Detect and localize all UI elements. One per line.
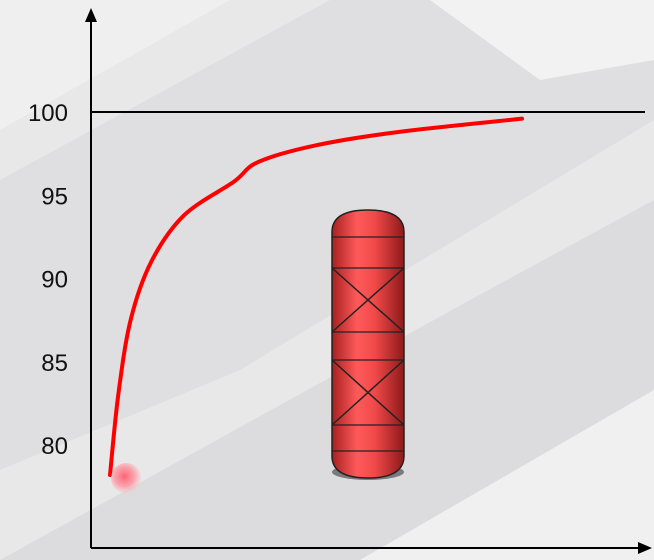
purity-curve — [108, 116, 524, 477]
x-axis-arrow — [638, 542, 652, 554]
y-tick-label-90: 90 — [41, 267, 68, 294]
y-tick-label-95: 95 — [41, 183, 68, 210]
packing-cross-b-0 — [331, 267, 405, 333]
packed-column-illustration — [331, 209, 405, 480]
y-tick-label-100: 100 — [28, 100, 68, 127]
chart-axes — [85, 8, 652, 554]
y-axis-arrow — [85, 8, 97, 22]
packing-cross-b-1 — [331, 359, 405, 426]
y-tick-label-85: 85 — [41, 350, 68, 377]
column-shell — [331, 209, 405, 479]
start-point-marker — [111, 462, 141, 493]
y-tick-label-80: 80 — [41, 433, 68, 460]
